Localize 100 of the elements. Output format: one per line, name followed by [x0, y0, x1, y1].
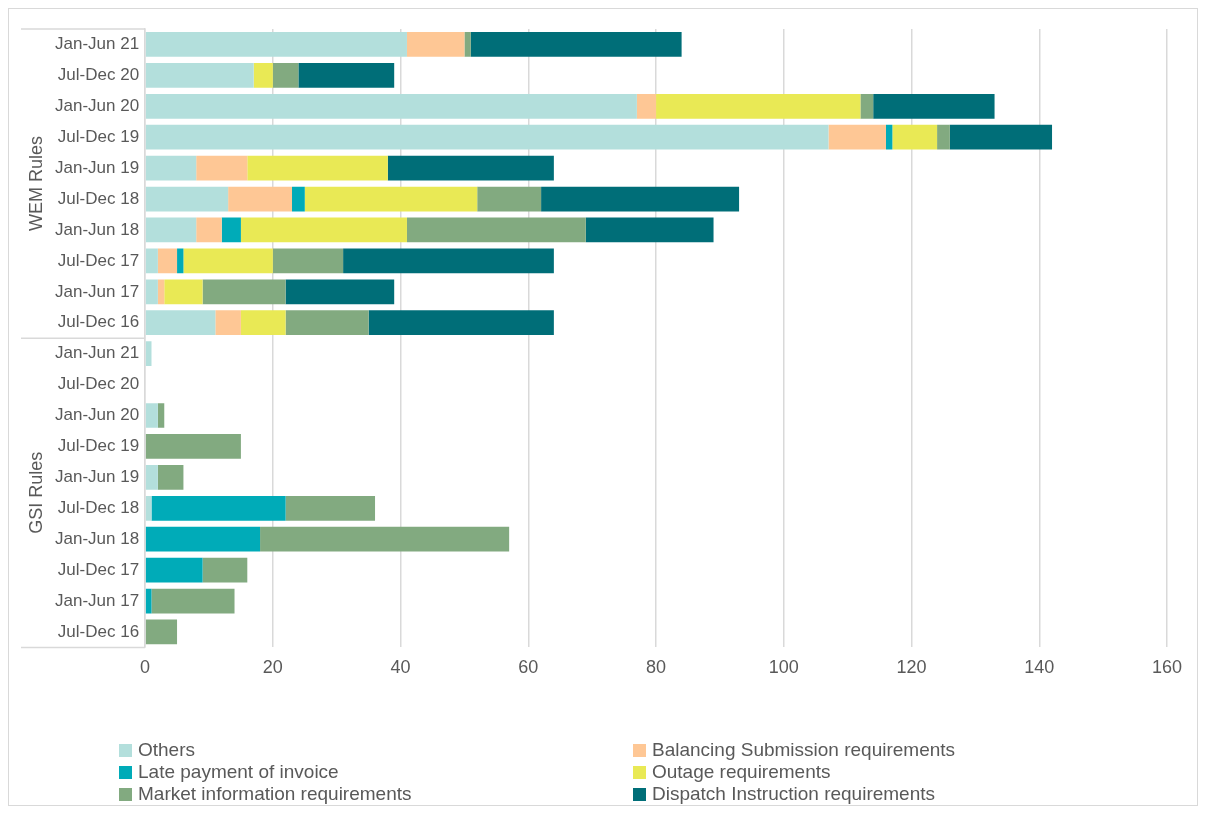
x-tick-label: 100 — [768, 657, 799, 678]
bar — [892, 124, 938, 150]
bar — [387, 155, 554, 181]
bar — [285, 310, 369, 336]
bar — [151, 495, 286, 521]
y-tick-label: Jan-Jun 18 — [54, 528, 140, 548]
bar — [196, 155, 248, 181]
bar — [145, 341, 152, 367]
legend-label: Late payment of invoice — [138, 761, 339, 783]
y-tick-label: Jan-Jun 19 — [54, 467, 140, 487]
bar — [585, 217, 714, 243]
bar — [145, 217, 197, 243]
y-tick-label: Jul-Dec 16 — [57, 621, 140, 641]
x-tick-label: 60 — [518, 657, 539, 678]
bar — [298, 63, 395, 88]
bar — [343, 248, 554, 274]
bar — [183, 248, 273, 274]
bar — [240, 217, 407, 243]
legend-label: Others — [138, 739, 196, 761]
bar — [145, 557, 203, 583]
bar — [196, 217, 222, 243]
x-tick-label: 160 — [1151, 657, 1183, 678]
bar — [260, 526, 510, 552]
bar — [157, 464, 184, 490]
bar — [157, 248, 178, 274]
bar — [145, 619, 178, 645]
bar — [860, 93, 874, 119]
y-tick-label: Jul-Dec 17 — [57, 559, 140, 579]
bar — [949, 124, 1053, 150]
bar — [253, 63, 273, 88]
bar — [292, 186, 305, 212]
y-tick-label: Jul-Dec 20 — [57, 65, 140, 85]
text: GSI Rules — [25, 451, 46, 534]
bar — [215, 310, 241, 336]
bar — [151, 588, 235, 614]
bar — [145, 526, 261, 552]
bar — [272, 63, 299, 88]
y-tick-label: Jul-Dec 17 — [57, 250, 140, 270]
y-tick-label: Jul-Dec 16 — [57, 312, 140, 332]
legend-label: Dispatch Instruction requirements — [652, 783, 936, 805]
x-tick-label: 120 — [896, 657, 927, 678]
bar — [873, 93, 995, 119]
bar — [247, 155, 388, 181]
x-tick-label: 40 — [390, 657, 411, 678]
y-tick-label: Jan-Jun 19 — [54, 157, 140, 177]
x-tick-label: 20 — [262, 657, 283, 678]
bar — [470, 32, 682, 57]
bar — [202, 279, 286, 305]
bar — [541, 186, 740, 212]
y-tick-label: Jan-Jun 20 — [54, 95, 140, 115]
bar — [164, 279, 203, 305]
bar — [145, 32, 407, 57]
bar — [240, 310, 286, 336]
bar — [157, 279, 165, 305]
bar — [145, 495, 152, 521]
bar — [157, 403, 165, 428]
bar — [464, 32, 471, 57]
bar — [285, 495, 376, 521]
bar — [368, 310, 554, 336]
bar — [145, 310, 216, 336]
bar — [406, 32, 465, 57]
bar — [272, 248, 344, 274]
bar — [145, 124, 829, 150]
y-tick-label: Jan-Jun 20 — [54, 405, 140, 425]
bar — [145, 403, 158, 428]
bar — [656, 93, 861, 119]
y-tick-label: Jan-Jun 21 — [54, 343, 140, 363]
bar — [145, 93, 637, 119]
y-tick-label: Jul-Dec 18 — [57, 497, 140, 517]
bar — [145, 155, 197, 181]
bar — [228, 186, 293, 212]
bar — [937, 124, 950, 150]
bar — [145, 279, 158, 305]
bar — [145, 186, 229, 212]
text: WEM Rules — [25, 136, 46, 232]
x-tick-label: 80 — [646, 657, 667, 678]
legend-label: Balancing Submission requirements — [652, 739, 956, 761]
y-tick-label: Jan-Jun 17 — [54, 281, 140, 301]
y-tick-label: Jan-Jun 17 — [54, 590, 140, 610]
bar — [145, 248, 158, 274]
bar — [221, 217, 241, 243]
bar — [477, 186, 542, 212]
x-tick-label: 0 — [140, 657, 151, 678]
bar — [828, 124, 886, 150]
bar — [885, 124, 893, 150]
bar — [145, 63, 254, 88]
bar — [636, 93, 657, 119]
y-tick-label: Jul-Dec 20 — [57, 374, 140, 394]
bar — [145, 434, 241, 459]
legend-label: Outage requirements — [652, 761, 831, 783]
y-tick-label: Jan-Jun 21 — [54, 34, 140, 54]
bar — [285, 279, 395, 305]
bar — [202, 557, 248, 583]
bar — [304, 186, 478, 212]
bar — [145, 464, 158, 490]
y-tick-label: Jul-Dec 19 — [57, 436, 140, 456]
bar — [406, 217, 586, 243]
y-tick-label: Jul-Dec 19 — [57, 126, 140, 146]
legend-label: Market information requirements — [138, 783, 412, 805]
bar — [177, 248, 184, 274]
